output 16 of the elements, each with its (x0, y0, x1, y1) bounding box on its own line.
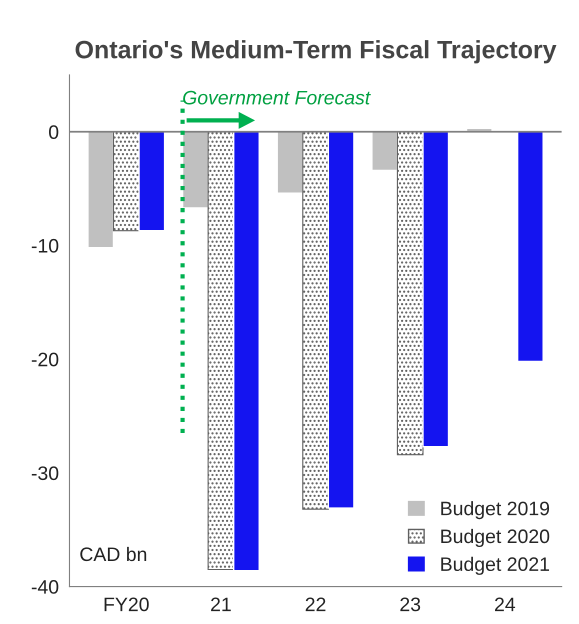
annotation: CAD bn (80, 546, 146, 562)
annotation: Government Forecast (183, 90, 371, 105)
x-tick-label: 22 (306, 597, 326, 612)
legend-label: Budget 2021 (441, 556, 550, 575)
x-tick-label: 23 (400, 597, 420, 612)
x-tick-label: 21 (211, 597, 231, 612)
chart-title: Ontario's Medium-Term Fiscal Trajectory (76, 40, 556, 64)
x-tick-label: 24 (495, 597, 516, 612)
y-tick-label: 0 (49, 125, 58, 139)
y-tick-label: -40 (32, 580, 58, 594)
legend-label: Budget 2019 (441, 501, 550, 520)
legend-label: Budget 2020 (441, 528, 550, 548)
y-tick-label: -10 (32, 238, 58, 253)
x-tick-label: FY20 (104, 597, 149, 612)
y-tick-label: -20 (32, 352, 58, 366)
y-tick-label: -30 (32, 466, 58, 480)
